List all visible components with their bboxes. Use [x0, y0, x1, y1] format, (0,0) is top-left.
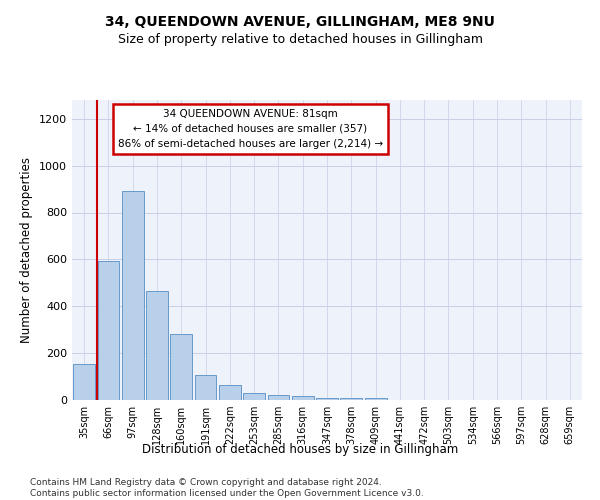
Text: Size of property relative to detached houses in Gillingham: Size of property relative to detached ho… — [118, 32, 482, 46]
Bar — [122, 192, 143, 400]
Bar — [73, 364, 95, 400]
Bar — [268, 395, 289, 400]
Y-axis label: Number of detached properties: Number of detached properties — [20, 157, 34, 343]
Bar — [170, 334, 192, 400]
Text: 34, QUEENDOWN AVENUE, GILLINGHAM, ME8 9NU: 34, QUEENDOWN AVENUE, GILLINGHAM, ME8 9N… — [105, 15, 495, 29]
Bar — [219, 386, 241, 400]
Bar — [194, 376, 217, 400]
Bar — [365, 398, 386, 400]
Text: 34 QUEENDOWN AVENUE: 81sqm
← 14% of detached houses are smaller (357)
86% of sem: 34 QUEENDOWN AVENUE: 81sqm ← 14% of deta… — [118, 109, 383, 148]
Bar — [316, 398, 338, 400]
Bar — [146, 291, 168, 400]
Text: Distribution of detached houses by size in Gillingham: Distribution of detached houses by size … — [142, 442, 458, 456]
Bar — [292, 396, 314, 400]
Bar — [97, 260, 119, 400]
Bar — [340, 398, 362, 400]
Bar — [243, 393, 265, 400]
Text: Contains HM Land Registry data © Crown copyright and database right 2024.
Contai: Contains HM Land Registry data © Crown c… — [30, 478, 424, 498]
